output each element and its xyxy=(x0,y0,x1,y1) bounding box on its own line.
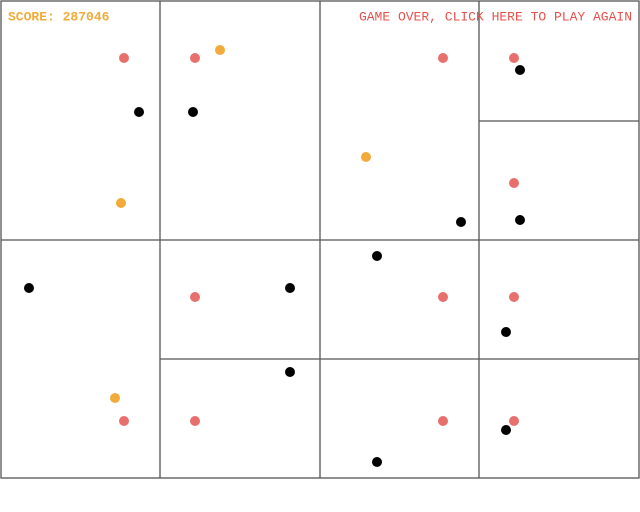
black-dots xyxy=(24,65,525,467)
black-dot xyxy=(515,65,525,75)
black-dot xyxy=(188,107,198,117)
pink-dot xyxy=(509,178,519,188)
pink-dot xyxy=(190,416,200,426)
play-again[interactable]: GAME OVER, CLICK HERE TO PLAY AGAIN xyxy=(359,9,632,24)
black-dot xyxy=(134,107,144,117)
pink-dot xyxy=(509,292,519,302)
black-dot xyxy=(456,217,466,227)
orange-dot xyxy=(116,198,126,208)
orange-dot xyxy=(215,45,225,55)
black-dot xyxy=(285,367,295,377)
black-dot xyxy=(285,283,295,293)
pink-dot xyxy=(509,416,519,426)
black-dot xyxy=(24,283,34,293)
pink-dot xyxy=(190,53,200,63)
pink-dot xyxy=(438,292,448,302)
pink-dot xyxy=(438,53,448,63)
pink-dots xyxy=(119,53,519,426)
pink-dot xyxy=(119,53,129,63)
black-dot xyxy=(515,215,525,225)
maze-walls xyxy=(0,0,640,479)
pink-dot xyxy=(119,416,129,426)
black-dot xyxy=(372,457,382,467)
pink-dot xyxy=(509,53,519,63)
orange-dot xyxy=(361,152,371,162)
pink-dot xyxy=(190,292,200,302)
black-dot xyxy=(372,251,382,261)
black-dot xyxy=(501,327,511,337)
score: SCORE: 287046 xyxy=(8,9,110,24)
orange-dots xyxy=(110,45,371,403)
pink-dot xyxy=(438,416,448,426)
black-dot xyxy=(501,425,511,435)
orange-dot xyxy=(110,393,120,403)
